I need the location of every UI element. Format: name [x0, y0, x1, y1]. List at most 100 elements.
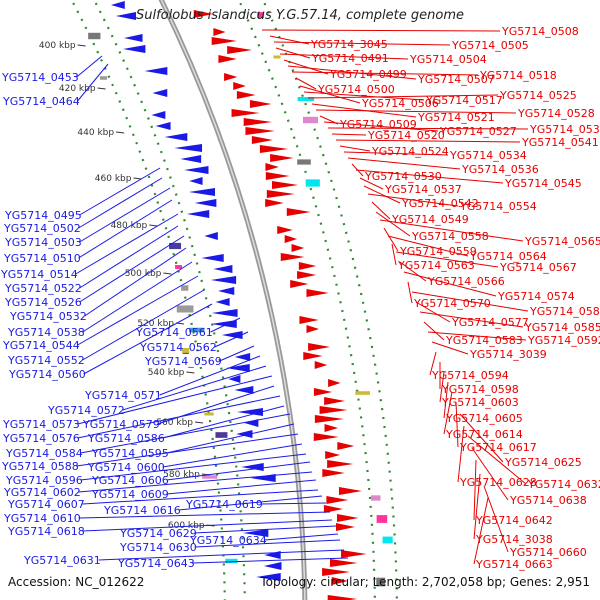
- feature-block: [181, 348, 190, 354]
- right-leader-line: [291, 71, 479, 76]
- feature-block: [204, 412, 214, 416]
- left-gene-label: YG5714_0538: [7, 326, 85, 339]
- right-leader-line: [273, 41, 451, 46]
- right-leader-line: [415, 301, 451, 323]
- kbp-tick-label: 420 kbp: [59, 84, 96, 94]
- left-leader-line: [84, 247, 187, 317]
- right-gene-label: YG5714_0534: [449, 149, 527, 162]
- left-gene-label: YG5714_0453: [1, 71, 79, 84]
- right-leader-line: [419, 311, 524, 328]
- kbp-tick-label: 480 kbp: [111, 221, 148, 231]
- feature-block: [215, 432, 228, 438]
- right-leader-line: [275, 47, 311, 59]
- right-leader-line: [395, 251, 499, 268]
- reverse-gene: [193, 10, 214, 18]
- left-leader-line: [194, 539, 341, 548]
- left-gene-label: YG5714_0586: [87, 432, 165, 445]
- reverse-gene: [313, 388, 333, 396]
- left-leader-line: [83, 303, 213, 375]
- left-gene-label: YG5714_0544: [2, 339, 80, 352]
- left-leader-line: [162, 405, 285, 439]
- forward-gene: [152, 89, 168, 97]
- kbp-tick-mark: [186, 371, 195, 374]
- reverse-gene: [213, 28, 226, 36]
- forward-gene: [263, 562, 282, 570]
- left-gene-label: YG5714_0562: [139, 341, 217, 354]
- right-leader-line: [359, 177, 384, 190]
- right-leader-line: [443, 391, 453, 435]
- feature-block: [297, 159, 311, 165]
- reverse-gene: [337, 442, 355, 450]
- right-gene-label: YG5714_0524: [371, 145, 449, 158]
- forward-gene: [210, 276, 237, 284]
- forward-gene: [211, 320, 237, 328]
- forward-gene: [184, 166, 209, 174]
- reverse-gene: [314, 361, 328, 369]
- feature-block: [257, 12, 264, 18]
- left-leader-line: [82, 261, 193, 333]
- left-gene-label: YG5714_0502: [3, 222, 81, 235]
- forward-gene: [123, 34, 143, 42]
- reverse-gene: [299, 316, 319, 324]
- forward-gene: [237, 408, 263, 416]
- right-gene-label: YG5714_0585: [524, 321, 600, 334]
- right-gene-label: YG5714_0628: [459, 476, 537, 489]
- forward-gene: [155, 122, 171, 130]
- forward-gene: [234, 353, 251, 361]
- right-leader-line: [473, 497, 489, 565]
- right-gene-label: YG5714_3039: [469, 348, 547, 361]
- left-leader-line: [214, 331, 249, 348]
- left-gene-label: YG5714_0522: [4, 282, 82, 295]
- reverse-gene: [265, 199, 284, 207]
- left-gene-label: YG5714_0579: [82, 418, 160, 431]
- right-leader-line: [303, 91, 425, 101]
- forward-gene: [189, 177, 203, 185]
- right-leader-line: [457, 425, 465, 483]
- right-leader-line: [411, 291, 529, 312]
- kbp-tick-label: 500 kbp: [125, 269, 162, 279]
- reverse-gene: [265, 163, 279, 171]
- forward-gene: [180, 155, 202, 163]
- right-gene-label: YG5714_0638: [509, 494, 587, 507]
- left-gene-label: YG5714_0596: [5, 474, 83, 487]
- feature-block: [305, 179, 320, 187]
- right-leader-line: [387, 235, 469, 257]
- genome-backbone-highlight: [160, 0, 306, 600]
- right-gene-label: YG5714_0545: [504, 177, 582, 190]
- right-gene-label: YG5714_0617: [459, 441, 537, 454]
- forward-gene: [234, 386, 254, 394]
- forward-gene: [204, 232, 218, 240]
- ring-guide-3: [261, 0, 398, 600]
- feature-block: [202, 475, 218, 479]
- right-leader-line: [471, 447, 509, 501]
- reverse-gene: [328, 379, 341, 387]
- forward-gene: [242, 529, 269, 537]
- forward-gene: [115, 12, 136, 20]
- reverse-gene: [211, 37, 237, 45]
- topology-summary: Topology: circular; Length: 2,702,058 bp…: [260, 575, 590, 589]
- reverse-gene: [325, 451, 341, 459]
- right-gene-label: YG5714_0605: [445, 412, 523, 425]
- reverse-gene: [324, 397, 345, 405]
- reverse-gene: [265, 172, 290, 180]
- right-leader-line: [429, 351, 437, 376]
- right-gene-label: YG5714_0535: [529, 123, 600, 136]
- feature-block: [273, 55, 281, 59]
- left-leader-line: [260, 502, 327, 505]
- right-leader-line: [261, 29, 501, 32]
- feature-block: [382, 536, 393, 544]
- left-leader-line: [79, 225, 179, 289]
- reverse-gene: [322, 469, 345, 477]
- right-gene-label: YG5714_0530: [364, 170, 442, 183]
- left-leader-line: [219, 345, 255, 362]
- forward-gene: [188, 188, 216, 196]
- kbp-tick-mark: [116, 131, 125, 134]
- reverse-gene: [243, 118, 272, 126]
- left-leader-line: [80, 453, 307, 481]
- right-leader-line: [323, 121, 439, 132]
- right-gene-label: YG5714_0567: [499, 261, 577, 274]
- left-leader-line: [77, 395, 281, 439]
- reverse-gene: [233, 82, 246, 90]
- left-leader-line: [178, 495, 323, 511]
- right-gene-label: YG5714_0642: [475, 514, 553, 527]
